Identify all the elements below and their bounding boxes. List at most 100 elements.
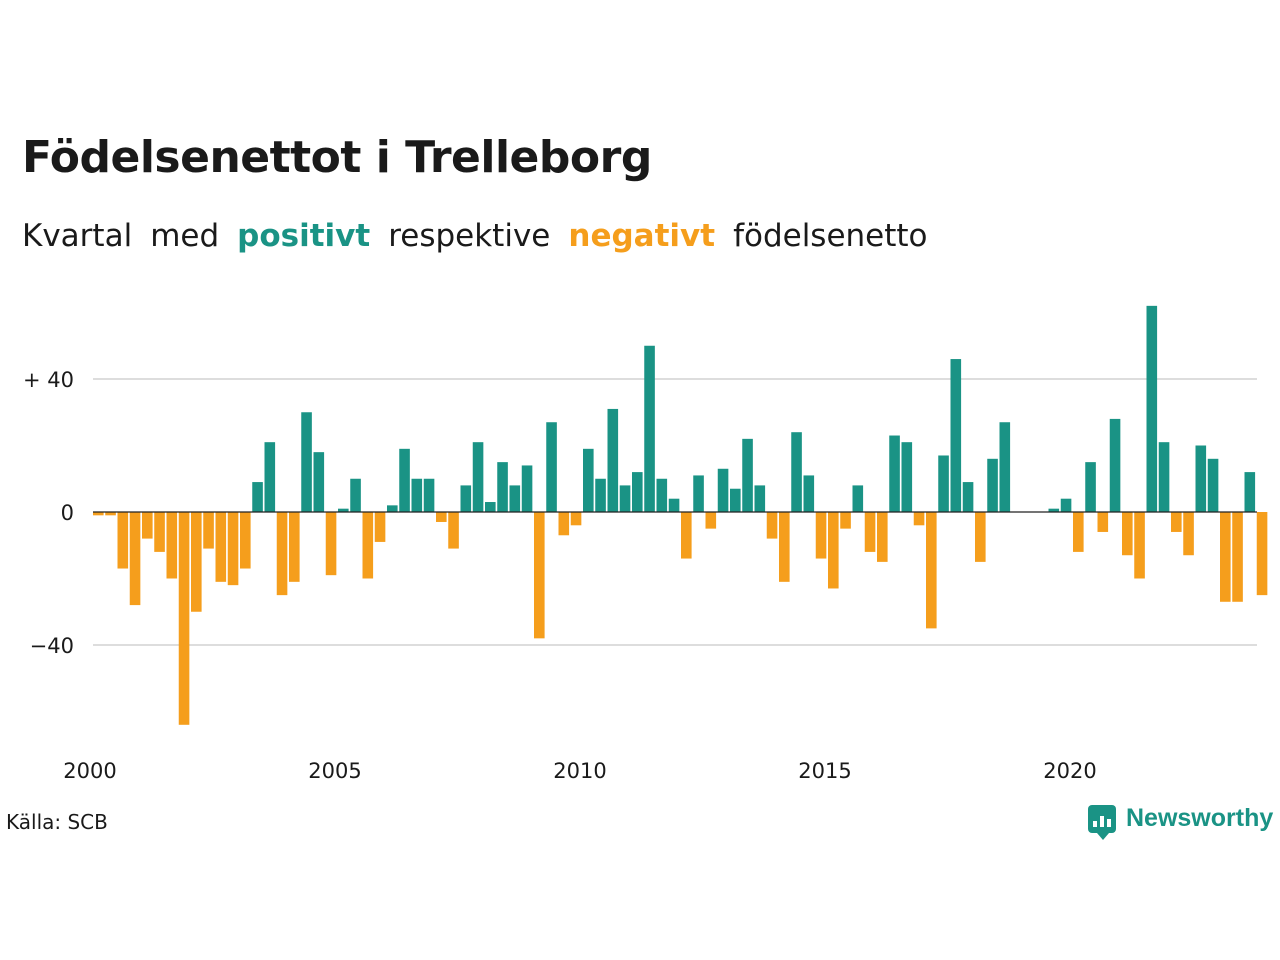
bar-10 [215,512,227,582]
subtitle-word-kvartal: Kvartal [22,218,133,254]
bar-9 [203,512,214,549]
bar-87 [1158,442,1170,513]
bar-41 [595,478,606,512]
bar-71 [962,482,974,512]
bar-50 [705,512,717,529]
bar-88 [1171,512,1182,532]
bar-74 [999,422,1011,513]
bar-0 [93,512,104,516]
bar-86 [1146,305,1158,512]
bar-14 [264,442,276,513]
bar-61 [840,512,851,529]
bar-73 [987,458,998,512]
bar-5 [154,512,165,552]
bar-79 [1060,498,1072,512]
y-tick-label-0: + 40 [23,368,74,392]
bar-84 [1122,512,1133,556]
bar-32 [485,502,496,512]
bar-11 [227,512,239,586]
bar-62 [852,485,864,512]
bar-40 [583,448,594,512]
subtitle-word-respektive: respektive [388,218,551,254]
bar-80 [1073,512,1084,552]
bar-44 [632,472,643,512]
bar-17 [301,412,312,512]
bar-3 [129,512,141,606]
subtitle-word-med: med [150,218,220,254]
bar-34 [509,485,521,512]
chart-bubble-icon [1088,804,1116,840]
bar-21 [350,478,361,512]
bar-39 [570,512,582,526]
bar-26 [411,478,423,512]
bar-24 [387,505,398,512]
bar-92 [1220,512,1231,602]
bar-64 [877,512,888,562]
bar-2 [117,512,129,569]
bar-90 [1195,445,1207,512]
bar-7 [178,512,190,725]
bar-55 [766,512,778,539]
bar-95 [1256,512,1268,596]
bar-85 [1134,512,1145,579]
bar-15 [276,512,288,596]
subtitle-word-fodelsenetto: födelsenetto [733,218,928,254]
bar-6 [166,512,178,579]
bar-57 [791,432,802,512]
bar-67 [913,512,925,526]
bar-60 [828,512,839,589]
bar-65 [889,435,900,512]
bar-31 [472,442,484,513]
bar-38 [558,512,570,536]
bar-83 [1109,418,1121,512]
bar-20 [338,508,349,513]
bar-chart: + 40 0 −40 2000 2005 2010 2015 2020 [23,305,1268,783]
bar-16 [289,512,300,582]
newsworthy-logo: Newsworthy [1088,804,1274,840]
bar-81 [1085,462,1096,513]
bar-27 [423,478,435,512]
bar-53 [742,438,753,512]
bar-12 [240,512,251,569]
bar-8 [191,512,202,612]
bar-56 [779,512,790,582]
bar-45 [644,345,655,512]
bar-52 [730,488,741,513]
bar-22 [362,512,374,579]
bar-68 [926,512,937,629]
bar-13 [252,482,263,512]
x-tick-label-2015: 2015 [798,759,851,783]
bar-4 [142,512,153,539]
bar-30 [460,485,472,512]
source-label: Källa: SCB [6,810,108,834]
bar-58 [803,475,815,513]
bar-51 [717,468,729,512]
bar-35 [521,465,533,512]
bar-70 [950,359,962,512]
bar-91 [1207,458,1219,512]
x-tick-label-2005: 2005 [308,759,361,783]
y-tick-label-1: 0 [61,501,74,525]
bar-43 [619,485,631,512]
bar-48 [681,512,692,559]
bar-25 [399,448,410,512]
subtitle-positive-label: positivt [237,218,371,254]
chart-subtitle: Kvartal med positivt respektive negativt föde… [22,218,946,254]
bar-46 [656,478,668,512]
bar-42 [607,408,619,513]
bar-47 [668,498,680,512]
bar-69 [938,455,949,513]
logo-text: Newsworthy [1126,804,1274,832]
bar-78 [1048,508,1060,513]
bar-82 [1097,512,1109,532]
bar-37 [546,422,557,513]
bar-63 [864,512,876,552]
bar-36 [534,512,545,639]
bar-1 [105,512,116,516]
bar-28 [436,512,447,522]
bar-23 [374,512,386,542]
bar-54 [754,485,766,512]
x-tick-label-2010: 2010 [553,759,606,783]
bar-94 [1244,472,1256,512]
subtitle-negative-label: negativt [568,218,716,254]
